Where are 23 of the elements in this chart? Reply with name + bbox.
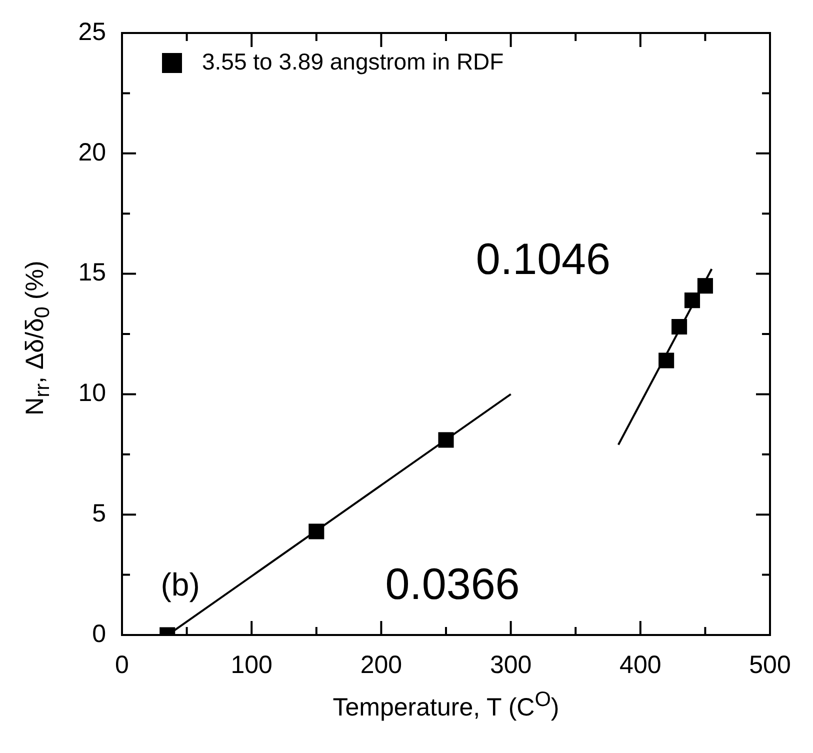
y-tick-label: 0 bbox=[92, 620, 106, 648]
point bbox=[684, 292, 700, 308]
point bbox=[438, 432, 454, 448]
x-axis-title: Temperature, T (C$^{O}$) bbox=[332, 688, 560, 722]
annotation: 0.0366 bbox=[385, 560, 520, 609]
x-tick-label: 500 bbox=[749, 650, 791, 679]
point bbox=[672, 319, 688, 335]
point bbox=[308, 524, 324, 540]
y-tick-label: 5 bbox=[92, 499, 106, 528]
x-tick-label: 200 bbox=[360, 650, 402, 679]
y-tick-label: 25 bbox=[78, 18, 106, 46]
annotation: (b) bbox=[160, 566, 200, 603]
y-tick-label: 10 bbox=[78, 379, 106, 408]
y-tick-label: 15 bbox=[78, 258, 106, 287]
x-tick-label: 400 bbox=[620, 650, 662, 679]
point bbox=[697, 278, 713, 294]
y-tick-label: 20 bbox=[78, 138, 106, 166]
annotation: 0.1046 bbox=[476, 234, 610, 284]
x-tick-label: 100 bbox=[230, 650, 272, 679]
x-tick-label: 300 bbox=[490, 650, 532, 679]
x-tick-label: 0 bbox=[115, 650, 129, 679]
legend-label: 3.55 to 3.89 angstrom in RDF bbox=[202, 48, 504, 74]
point bbox=[658, 352, 674, 368]
